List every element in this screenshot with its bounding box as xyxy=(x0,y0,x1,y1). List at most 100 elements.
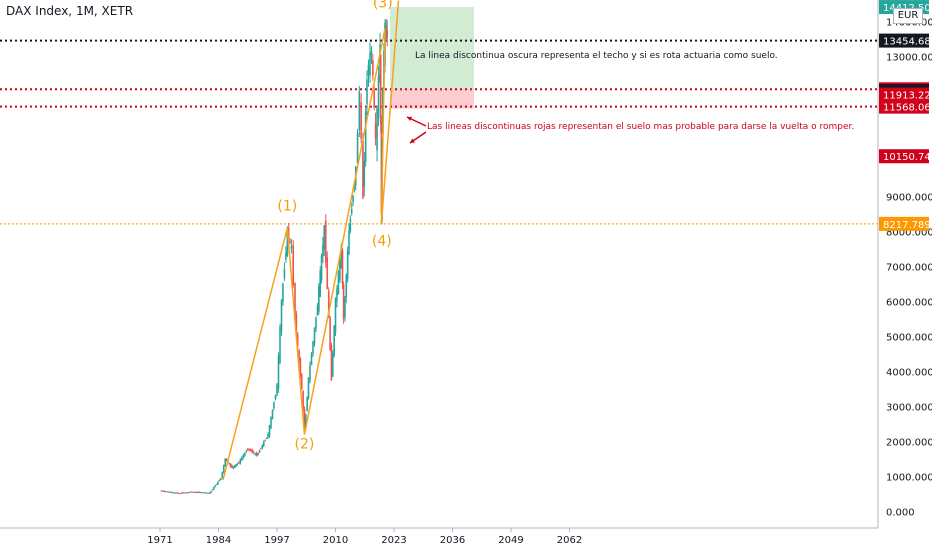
price-tag-label: 11913.228 xyxy=(883,91,932,102)
candle-body xyxy=(342,284,345,319)
candle-body xyxy=(189,492,191,494)
candle-body xyxy=(221,471,224,479)
candle-body xyxy=(337,272,340,295)
candle-body xyxy=(198,491,200,493)
candle-body xyxy=(205,492,208,494)
candle-body xyxy=(282,283,284,302)
candle-body xyxy=(327,290,330,318)
candle-body xyxy=(352,195,354,202)
candle-body xyxy=(356,132,359,164)
candle-body xyxy=(178,493,181,495)
candle-body xyxy=(252,452,255,454)
wave-line xyxy=(380,28,386,224)
price-tag xyxy=(879,149,929,164)
candle-body xyxy=(174,492,176,494)
candle-body xyxy=(228,463,231,465)
candle-body xyxy=(305,414,307,429)
candle-body xyxy=(258,450,261,453)
candle-body xyxy=(251,449,254,453)
candle-body xyxy=(277,355,280,389)
candle-body xyxy=(184,492,187,494)
candle-body xyxy=(257,453,259,455)
candle-body xyxy=(211,489,214,491)
candle-body xyxy=(160,490,163,492)
candle-body xyxy=(208,492,211,494)
y-tick-label: 13000.000 xyxy=(886,53,932,64)
candle-body xyxy=(315,317,317,329)
candle-body xyxy=(366,79,368,105)
candle-body xyxy=(199,492,202,494)
candle-body xyxy=(313,328,316,344)
candle-body xyxy=(376,108,378,151)
candle-body xyxy=(235,464,237,467)
price-tag-label: 8217.789 xyxy=(883,220,931,231)
candle-body xyxy=(262,441,265,447)
candle-body xyxy=(236,463,239,465)
y-tick-label: 5000.000 xyxy=(886,333,932,344)
y-tick-label: 6000.000 xyxy=(886,298,932,309)
candle-body xyxy=(318,286,320,312)
candle-body xyxy=(339,259,341,281)
target-zone xyxy=(390,7,474,90)
y-tick-label: 8000.000 xyxy=(886,228,932,239)
candle-body xyxy=(285,252,287,260)
candle-body xyxy=(261,444,264,449)
candle-body xyxy=(273,402,275,409)
wave-label: (1) xyxy=(277,199,297,215)
candle-body xyxy=(290,246,293,249)
candle-body xyxy=(270,417,272,428)
candle-body xyxy=(296,334,299,347)
candle-body xyxy=(239,459,242,464)
x-tick-label: 1997 xyxy=(264,535,289,546)
candle-body xyxy=(289,240,291,242)
y-tick-label: 2000.000 xyxy=(886,438,932,449)
candle-body xyxy=(187,492,190,494)
candle-body xyxy=(212,487,215,490)
candle-body xyxy=(294,283,296,320)
candle-body xyxy=(330,345,333,381)
candle-body xyxy=(237,462,240,464)
candle-body xyxy=(360,102,362,139)
candle-body xyxy=(207,492,209,494)
candle-body xyxy=(348,231,350,255)
candle-body xyxy=(243,453,246,456)
candle-body xyxy=(268,425,271,437)
candle-body xyxy=(385,26,387,41)
candle-body xyxy=(166,491,169,493)
candle-body xyxy=(310,354,313,366)
price-tag xyxy=(879,216,929,231)
candle-body xyxy=(271,409,274,420)
candle-body xyxy=(312,341,314,355)
annotation-techo: La linea discontinua oscura representa e… xyxy=(415,51,778,61)
candle-body xyxy=(358,91,361,131)
wave-line xyxy=(222,227,289,481)
candle-body xyxy=(364,111,367,163)
candle-body xyxy=(190,491,193,493)
candle-body xyxy=(377,75,380,119)
candle-body xyxy=(320,255,323,281)
candle-body xyxy=(386,30,389,37)
candle-body xyxy=(169,491,172,493)
candle-body xyxy=(249,449,252,451)
candle-body xyxy=(168,491,170,493)
candle-body xyxy=(332,353,334,377)
candle-body xyxy=(326,257,329,290)
wave-line xyxy=(286,227,306,435)
candle-body xyxy=(210,491,212,493)
price-tag-label: 13454.686 xyxy=(883,37,932,48)
price-tag xyxy=(879,87,929,102)
candle-body xyxy=(302,391,304,409)
x-tick-label: 2023 xyxy=(381,535,406,546)
candle-body xyxy=(163,490,166,492)
candle-body xyxy=(367,64,370,77)
currency-button[interactable]: EUR xyxy=(893,8,923,24)
y-tick-label: 3000.000 xyxy=(886,403,932,414)
candle-body xyxy=(248,448,251,450)
candle-body xyxy=(264,440,266,442)
candle-body xyxy=(350,208,353,214)
candle-body xyxy=(362,140,364,199)
chart-title: DAX Index, 1M, XETR xyxy=(6,4,134,18)
candle-body xyxy=(162,490,164,492)
